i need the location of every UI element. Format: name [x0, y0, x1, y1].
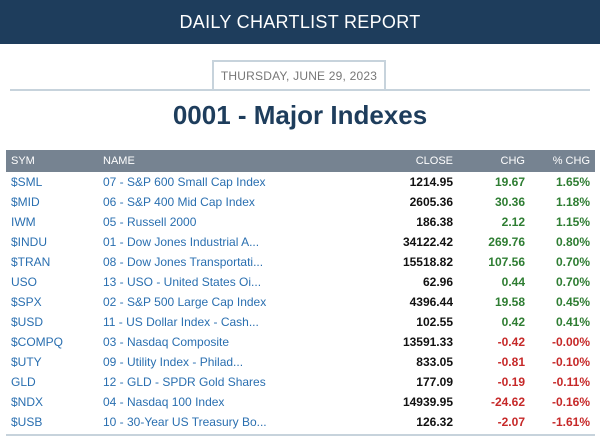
index-name-link[interactable]: 05 - Russell 2000: [103, 215, 197, 229]
close-value: 15518.82: [402, 255, 453, 269]
date-divider: [10, 89, 590, 91]
symbol-link[interactable]: USO: [11, 275, 38, 289]
index-name-link[interactable]: 06 - S&P 400 Mid Cap Index: [103, 195, 255, 209]
change-value: 2.12: [501, 215, 525, 229]
index-name-link[interactable]: 01 - Dow Jones Industrial A...: [103, 235, 260, 249]
close-value: 102.55: [416, 315, 453, 329]
change-value: -0.19: [497, 375, 525, 389]
table-row[interactable]: $USB 10 - 30-Year US Treasury Bo... 126.32…: [6, 412, 595, 432]
symbol-link[interactable]: $INDU: [11, 235, 48, 249]
pct-change-value: 1.18%: [555, 195, 590, 209]
table-row[interactable]: $UTY 09 - Utility Index - Philad... 833.05…: [6, 352, 595, 372]
table-row[interactable]: $COMPQ 03 - Nasdaq Composite 13591.33 -0.42…: [6, 332, 595, 352]
close-value: 126.32: [416, 415, 453, 429]
pct-change-value: 0.80%: [555, 235, 590, 249]
column-header-pct-chg[interactable]: % CHG: [552, 155, 590, 167]
close-value: 13591.33: [402, 335, 453, 349]
index-name-link[interactable]: 07 - S&P 600 Small Cap Index: [103, 175, 266, 189]
pct-change-value: 0.41%: [555, 315, 590, 329]
symbol-link[interactable]: $SPX: [11, 295, 42, 309]
index-name-link[interactable]: 09 - Utility Index - Philad...: [103, 355, 244, 369]
pct-change-value: -1.61%: [551, 415, 590, 429]
index-name-link[interactable]: 03 - Nasdaq Composite: [103, 335, 230, 349]
close-value: 2605.36: [409, 195, 453, 209]
table-row[interactable]: $NDX 04 - Nasdaq 100 Index 14939.95 -24.62 -…: [6, 392, 595, 412]
pct-change-value: 0.70%: [555, 255, 590, 269]
index-name-link[interactable]: 11 - US Dollar Index - Cash...: [103, 315, 259, 329]
symbol-link[interactable]: GLD: [11, 375, 36, 389]
column-header-close[interactable]: CLOSE: [415, 155, 453, 167]
symbol-link[interactable]: IWM: [11, 215, 36, 229]
close-value: 833.05: [416, 355, 453, 369]
pct-change-value: -0.16%: [551, 395, 590, 409]
pct-change-value: 0.70%: [555, 275, 590, 289]
symbol-link[interactable]: $USD: [11, 315, 44, 329]
column-header-name[interactable]: NAME: [103, 155, 135, 167]
close-value: 62.96: [422, 275, 453, 289]
table-row[interactable]: $MID 06 - S&P 400 Mid Cap Index 2605.36 30.…: [6, 192, 595, 212]
table-row[interactable]: $SML 07 - S&P 600 Small Cap Index 1214.95 1…: [6, 172, 595, 192]
symbol-link[interactable]: $NDX: [11, 395, 44, 409]
change-value: 30.36: [494, 195, 525, 209]
report-date: THURSDAY, JUNE 29, 2023: [212, 60, 386, 89]
close-value: 186.38: [416, 215, 453, 229]
close-value: 177.09: [416, 375, 453, 389]
close-value: 34122.42: [402, 235, 453, 249]
table-row[interactable]: USO 13 - USO - United States Oi... 62.96 0.…: [6, 272, 595, 292]
table-bottom-rule: [6, 434, 595, 436]
close-value: 14939.95: [402, 395, 453, 409]
pct-change-value: 1.65%: [555, 175, 590, 189]
column-header-chg[interactable]: CHG: [500, 155, 525, 167]
table-row[interactable]: $USD 11 - US Dollar Index - Cash... 102.55…: [6, 312, 595, 332]
symbol-link[interactable]: $USB: [11, 415, 43, 429]
table-header-row: SYM NAME CLOSE CHG % CHG: [6, 150, 595, 172]
table-row[interactable]: $INDU 01 - Dow Jones Industrial A... 34122…: [6, 232, 595, 252]
report-header: DAILY CHARTLIST REPORT: [0, 0, 600, 44]
symbol-link[interactable]: $MID: [11, 195, 40, 209]
symbol-link[interactable]: $COMPQ: [11, 335, 64, 349]
pct-change-value: -0.11%: [552, 375, 590, 389]
change-value: -0.42: [497, 335, 525, 349]
index-name-link[interactable]: 13 - USO - United States Oi...: [103, 275, 262, 289]
change-value: 0.42: [501, 315, 525, 329]
indexes-table: SYM NAME CLOSE CHG % CHG $SML 07 - S&P 60…: [6, 150, 595, 432]
column-header-sym[interactable]: SYM: [11, 155, 35, 167]
pct-change-value: -0.00%: [551, 335, 590, 349]
index-name-link[interactable]: 04 - Nasdaq 100 Index: [103, 395, 225, 409]
symbol-link[interactable]: $SML: [11, 175, 43, 189]
change-value: -2.07: [497, 415, 525, 429]
pct-change-value: 1.15%: [555, 215, 590, 229]
close-value: 4396.44: [409, 295, 453, 309]
change-value: -0.81: [497, 355, 525, 369]
change-value: 0.44: [501, 275, 525, 289]
table-row[interactable]: GLD 12 - GLD - SPDR Gold Shares 177.09 -0.1…: [6, 372, 595, 392]
change-value: 19.67: [494, 175, 525, 189]
symbol-link[interactable]: $TRAN: [11, 255, 51, 269]
report-header-title: DAILY CHARTLIST REPORT: [179, 11, 421, 32]
symbol-link[interactable]: $UTY: [11, 355, 42, 369]
table-row[interactable]: IWM 05 - Russell 2000 186.38 2.12 1.15%: [6, 212, 595, 232]
index-name-link[interactable]: 02 - S&P 500 Large Cap Index: [103, 295, 267, 309]
change-value: 19.58: [494, 295, 525, 309]
index-name-link[interactable]: 10 - 30-Year US Treasury Bo...: [103, 415, 267, 429]
close-value: 1214.95: [409, 175, 453, 189]
change-value: 269.76: [488, 235, 525, 249]
change-value: 107.56: [488, 255, 525, 269]
page-title: 0001 - Major Indexes: [172, 100, 428, 130]
index-name-link[interactable]: 08 - Dow Jones Transportati...: [103, 255, 264, 269]
pct-change-value: -0.10%: [551, 355, 590, 369]
index-name-link[interactable]: 12 - GLD - SPDR Gold Shares: [103, 375, 266, 389]
change-value: -24.62: [490, 395, 525, 409]
date-tab: THURSDAY, JUNE 29, 2023: [10, 60, 590, 92]
table-row[interactable]: $TRAN 08 - Dow Jones Transportati... 15518…: [6, 252, 595, 272]
pct-change-value: 0.45%: [555, 295, 590, 309]
table-row[interactable]: $SPX 02 - S&P 500 Large Cap Index 4396.44 1…: [6, 292, 595, 312]
